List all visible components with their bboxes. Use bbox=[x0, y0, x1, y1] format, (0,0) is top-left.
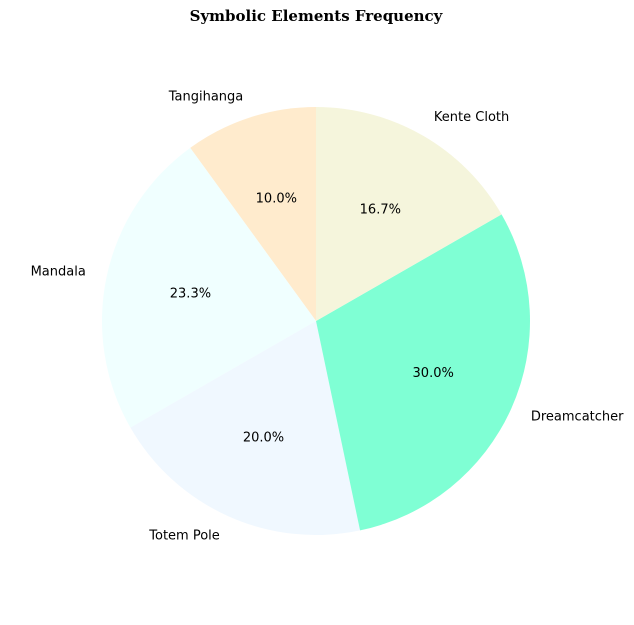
pie-slice-kente-cloth bbox=[316, 107, 502, 321]
pct-label-totem-pole: 20.0% bbox=[243, 431, 284, 446]
slice-label-kente-cloth: Kente Cloth bbox=[434, 110, 509, 125]
pie-slice-tangihanga bbox=[190, 107, 316, 321]
pie-labels: Tangihanga 10.0% Mandala 23.3% Totem Pole 20.… bbox=[31, 90, 625, 544]
pie-slice-dreamcatcher bbox=[316, 214, 530, 531]
slice-label-totem-pole: Totem Pole bbox=[148, 528, 220, 543]
chart-title: Symbolic Elements Frequency bbox=[190, 7, 444, 25]
slice-label-dreamcatcher: Dreamcatcher bbox=[531, 410, 624, 425]
pct-label-dreamcatcher: 30.0% bbox=[413, 366, 454, 381]
pie-slices bbox=[102, 107, 530, 535]
pct-label-mandala: 23.3% bbox=[170, 287, 211, 302]
slice-label-mandala: Mandala bbox=[31, 264, 86, 279]
pct-label-kente-cloth: 16.7% bbox=[360, 202, 401, 217]
pct-label-tangihanga: 10.0% bbox=[256, 191, 297, 206]
pie-slice-totem-pole bbox=[130, 321, 361, 535]
pie-slice-mandala bbox=[102, 147, 317, 428]
slice-label-tangihanga: Tangihanga bbox=[168, 90, 244, 105]
